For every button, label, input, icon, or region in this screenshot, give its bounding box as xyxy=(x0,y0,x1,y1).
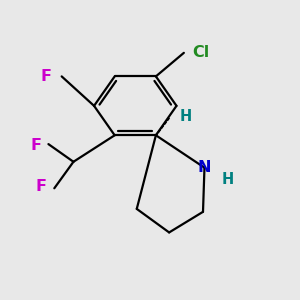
Text: F: F xyxy=(36,179,47,194)
Text: Cl: Cl xyxy=(193,45,210,60)
Text: H: H xyxy=(179,109,192,124)
Text: N: N xyxy=(198,160,211,175)
Text: F: F xyxy=(40,69,51,84)
Text: F: F xyxy=(30,138,41,153)
Text: H: H xyxy=(222,172,234,187)
